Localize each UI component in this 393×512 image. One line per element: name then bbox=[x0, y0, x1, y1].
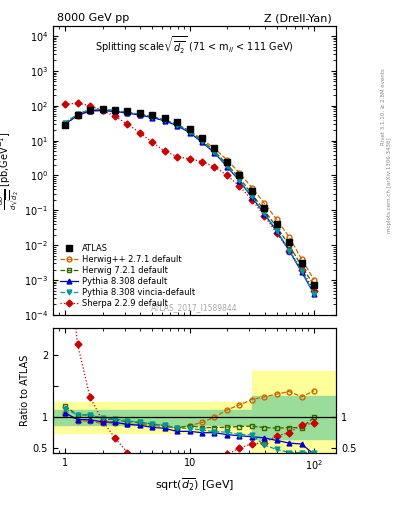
Text: Z (Drell-Yan): Z (Drell-Yan) bbox=[264, 13, 332, 23]
Text: Splitting scale$\sqrt{\overline{d_2}}$ (71 < m$_{ll}$ < 111 GeV): Splitting scale$\sqrt{\overline{d_2}}$ (… bbox=[95, 34, 294, 55]
Legend: ATLAS, Herwig++ 2.7.1 default, Herwig 7.2.1 default, Pythia 8.308 default, Pythi: ATLAS, Herwig++ 2.7.1 default, Herwig 7.… bbox=[57, 241, 198, 311]
Y-axis label: $\frac{d\sigma}{d\sqrt{\overline{d_2}}}$ [pb,GeV$^{-1}$]: $\frac{d\sigma}{d\sqrt{\overline{d_2}}}$… bbox=[0, 131, 21, 209]
X-axis label: sqrt($\overline{d_2}$) [GeV]: sqrt($\overline{d_2}$) [GeV] bbox=[155, 476, 234, 493]
Y-axis label: Ratio to ATLAS: Ratio to ATLAS bbox=[20, 355, 30, 426]
Text: mcplots.cern.ch [arXiv:1306.3436]: mcplots.cern.ch [arXiv:1306.3436] bbox=[387, 137, 391, 232]
Text: ATLAS_2017_I1589844: ATLAS_2017_I1589844 bbox=[151, 303, 238, 312]
Text: Rivet 3.1.10, ≥ 2.8M events: Rivet 3.1.10, ≥ 2.8M events bbox=[381, 68, 386, 145]
Text: 8000 GeV pp: 8000 GeV pp bbox=[57, 13, 129, 23]
